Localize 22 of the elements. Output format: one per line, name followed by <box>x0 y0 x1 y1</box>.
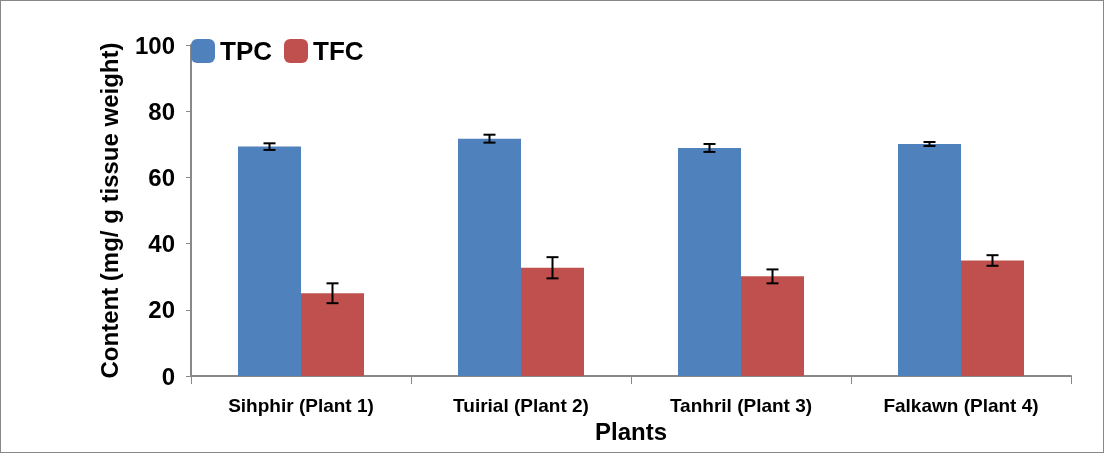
bar <box>301 293 364 376</box>
bar <box>961 260 1024 376</box>
y-tick-label: 20 <box>148 296 175 324</box>
bar <box>678 147 741 376</box>
x-axis-title: Plants <box>594 418 668 446</box>
y-tick-label: 100 <box>134 31 175 59</box>
y-tick-label: 0 <box>161 362 175 390</box>
bar <box>238 146 301 376</box>
y-axis-title: Content (mg/ g tissue weight) <box>95 42 123 379</box>
y-tick-label: 40 <box>148 230 175 258</box>
x-tick-label: Sihphir (Plant 1) <box>228 395 374 416</box>
x-tick-label: Tanhril (Plant 3) <box>669 395 813 416</box>
x-tick-label: Tuirial (Plant 2) <box>453 395 589 416</box>
legend-label: TFC <box>313 36 364 66</box>
bar <box>898 143 961 376</box>
y-tick-label: 60 <box>148 163 175 191</box>
y-tick-label: 80 <box>148 97 175 125</box>
legend-label: TPC <box>220 36 273 66</box>
bar <box>458 138 521 376</box>
bar <box>521 267 584 376</box>
x-tick-label: Falkawn (Plant 4) <box>883 395 1039 416</box>
bar <box>741 276 804 376</box>
